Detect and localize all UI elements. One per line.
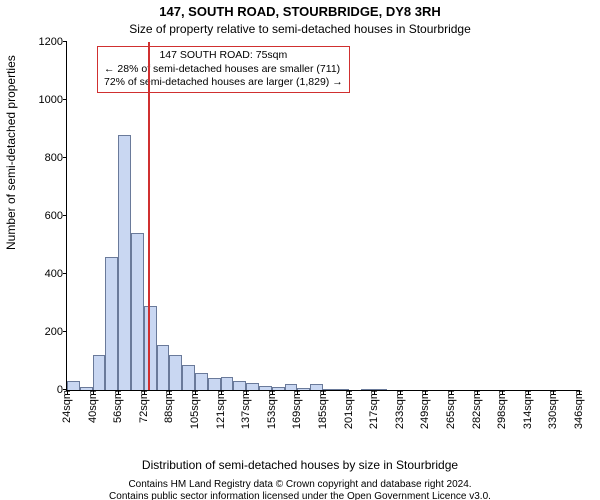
x-tick-label: 121sqm (215, 390, 227, 429)
y-tick-label: 1200 (39, 36, 67, 48)
footnote-1: Contains HM Land Registry data © Crown c… (0, 479, 600, 490)
x-tick-label: 314sqm (522, 390, 534, 429)
y-tick-mark (63, 157, 67, 158)
histogram-bar (182, 365, 195, 390)
y-axis-label: Number of semi-detached properties (4, 55, 18, 250)
x-tick-label: 201sqm (343, 390, 355, 429)
x-tick-mark (221, 390, 222, 394)
legend-line-3: 72% of semi-detached houses are larger (… (104, 76, 343, 90)
x-tick-mark (93, 390, 94, 394)
x-tick-label: 217sqm (368, 390, 380, 429)
legend-line-2: ← 28% of semi-detached houses are smalle… (104, 63, 343, 77)
histogram-bar (67, 381, 80, 390)
histogram-bar (208, 378, 221, 390)
x-tick-label: 233sqm (394, 390, 406, 429)
histogram-bar (144, 306, 157, 390)
histogram-bar (297, 388, 310, 390)
x-tick-label: 169sqm (291, 390, 303, 429)
histogram-bar (233, 381, 246, 390)
x-tick-label: 24sqm (61, 390, 73, 423)
histogram-bar (310, 384, 323, 390)
histogram-bar (336, 389, 349, 390)
x-axis-label: Distribution of semi-detached houses by … (0, 458, 600, 472)
x-tick-label: 282sqm (471, 390, 483, 429)
x-tick-mark (118, 390, 119, 394)
x-tick-mark (246, 390, 247, 394)
histogram-bar (195, 373, 208, 390)
y-tick-label: 1000 (39, 94, 67, 106)
histogram-bar (118, 135, 131, 390)
y-tick-label: 600 (45, 210, 67, 222)
property-marker-line (148, 42, 150, 390)
histogram-bar (157, 345, 170, 390)
x-tick-label: 40sqm (87, 390, 99, 423)
x-tick-label: 72sqm (138, 390, 150, 423)
x-tick-mark (195, 390, 196, 394)
histogram-bar (323, 389, 336, 390)
x-tick-mark (477, 390, 478, 394)
x-tick-label: 153sqm (266, 390, 278, 429)
y-tick-mark (63, 41, 67, 42)
x-tick-mark (374, 390, 375, 394)
x-tick-mark (323, 390, 324, 394)
histogram-bar (221, 377, 234, 390)
chart-title: 147, SOUTH ROAD, STOURBRIDGE, DY8 3RH (0, 4, 600, 19)
y-tick-label: 400 (45, 268, 67, 280)
x-tick-label: 56sqm (112, 390, 124, 423)
x-tick-mark (400, 390, 401, 394)
x-tick-label: 185sqm (317, 390, 329, 429)
y-tick-mark (63, 331, 67, 332)
x-tick-mark (502, 390, 503, 394)
histogram-bar (131, 233, 144, 390)
legend-box: 147 SOUTH ROAD: 75sqm ← 28% of semi-deta… (97, 46, 350, 93)
x-tick-mark (553, 390, 554, 394)
histogram-bar (169, 355, 182, 390)
y-tick-label: 200 (45, 326, 67, 338)
x-tick-mark (451, 390, 452, 394)
y-tick-mark (63, 215, 67, 216)
x-tick-mark (425, 390, 426, 394)
histogram-bar (80, 387, 93, 390)
histogram-bar (285, 384, 298, 390)
x-tick-mark (579, 390, 580, 394)
x-tick-mark (272, 390, 273, 394)
x-tick-label: 298sqm (496, 390, 508, 429)
x-tick-mark (297, 390, 298, 394)
x-tick-mark (144, 390, 145, 394)
histogram-bar (105, 257, 118, 390)
chart-subtitle: Size of property relative to semi-detach… (0, 22, 600, 36)
plot-area: 147 SOUTH ROAD: 75sqm ← 28% of semi-deta… (66, 42, 579, 391)
x-tick-mark (349, 390, 350, 394)
x-tick-label: 249sqm (419, 390, 431, 429)
histogram-bar (93, 355, 106, 390)
y-tick-mark (63, 273, 67, 274)
x-tick-mark (169, 390, 170, 394)
y-tick-mark (63, 99, 67, 100)
x-tick-label: 105sqm (189, 390, 201, 429)
x-tick-label: 330sqm (547, 390, 559, 429)
y-tick-label: 800 (45, 152, 67, 164)
legend-line-1: 147 SOUTH ROAD: 75sqm (104, 49, 343, 63)
footnote-2: Contains public sector information licen… (0, 491, 600, 500)
x-tick-mark (528, 390, 529, 394)
x-tick-mark (67, 390, 68, 394)
x-tick-label: 265sqm (445, 390, 457, 429)
histogram-bar (361, 389, 374, 390)
histogram-bar (246, 383, 259, 390)
x-tick-label: 346sqm (573, 390, 585, 429)
chart-container: { "title": "147, SOUTH ROAD, STOURBRIDGE… (0, 0, 600, 500)
histogram-bar (374, 389, 387, 390)
x-tick-label: 137sqm (240, 390, 252, 429)
x-tick-label: 88sqm (163, 390, 175, 423)
histogram-bar (259, 386, 272, 390)
histogram-bar (272, 387, 285, 390)
